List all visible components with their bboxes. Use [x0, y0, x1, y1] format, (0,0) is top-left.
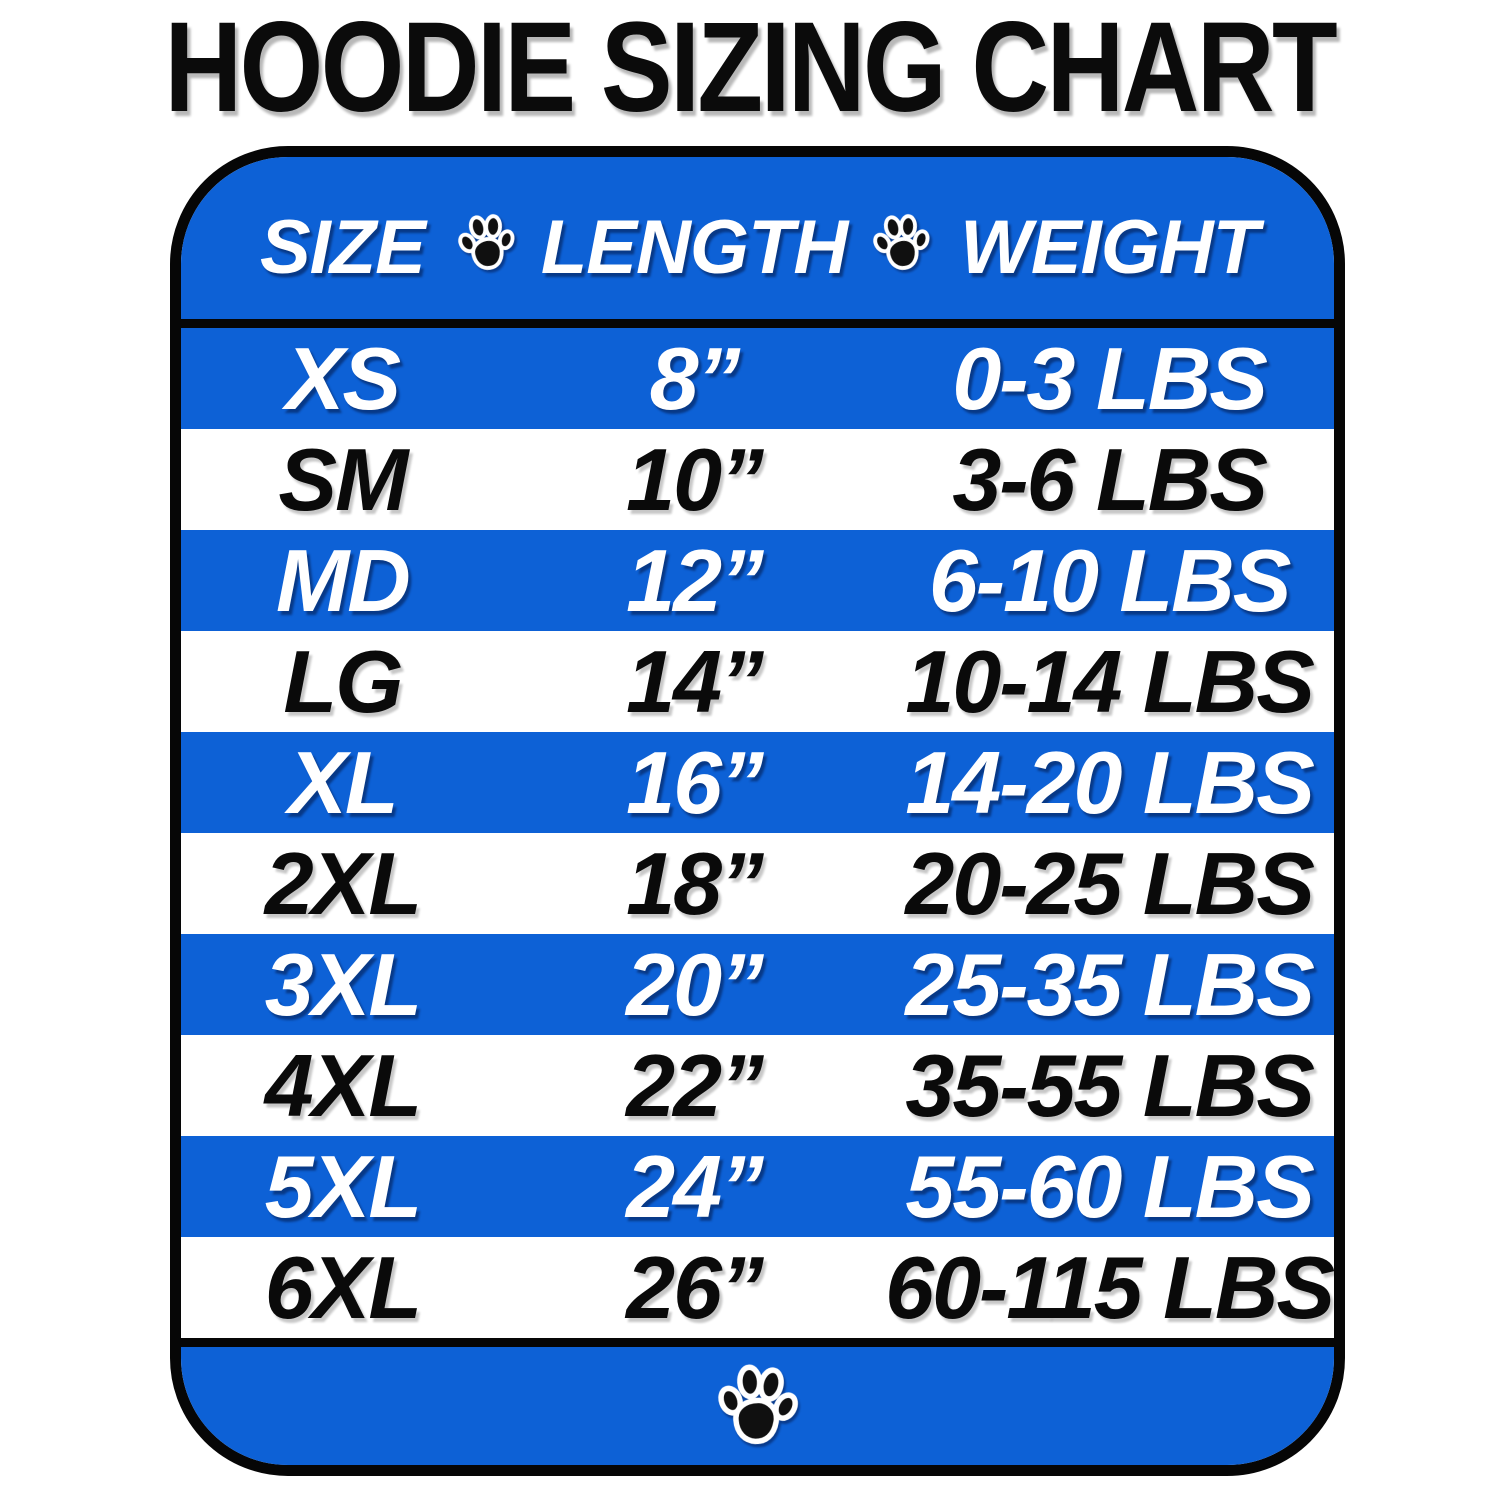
weight-cell: 25-35 LBS [905, 934, 1315, 1034]
weight-cell: 14-20 LBS [905, 732, 1315, 832]
size-cell: LG [283, 631, 403, 731]
size-cell: 5XL [264, 1136, 422, 1236]
header-divider-line [181, 319, 1334, 328]
size-cell: 2XL [264, 833, 422, 933]
table-row: MD 12” 6-10 LBS [181, 530, 1334, 631]
table-row: 4XL 22” 35-55 LBS [181, 1035, 1334, 1136]
length-cell: 10” [626, 429, 764, 529]
column-header-weight: WEIGHT [960, 205, 1259, 290]
weight-cell: 55-60 LBS [905, 1136, 1315, 1236]
page-title: HOODIE SIZING CHART [164, 0, 1338, 139]
length-cell: 8” [649, 328, 741, 428]
length-cell: 24” [626, 1136, 764, 1236]
weight-cell: 3-6 LBS [952, 429, 1268, 529]
table-row: LG 14” 10-14 LBS [181, 631, 1334, 732]
table-row: 5XL 24” 55-60 LBS [181, 1136, 1334, 1237]
column-header-length: LENGTH [540, 205, 848, 290]
size-cell: MD [275, 530, 411, 630]
weight-cell: 10-14 LBS [905, 631, 1315, 731]
size-cell: 3XL [264, 934, 422, 1034]
size-cell: XL [288, 732, 398, 832]
table-header-row: SIZE LENGTH WEIGHT [181, 157, 1334, 319]
table-row: 3XL 20” 25-35 LBS [181, 934, 1334, 1035]
card-footer [181, 1347, 1334, 1465]
table-row: XL 16” 14-20 LBS [181, 732, 1334, 833]
length-cell: 14” [626, 631, 764, 731]
length-cell: 18” [626, 833, 764, 933]
table-row: 6XL 26” 60-115 LBS [181, 1237, 1334, 1338]
weight-cell: 0-3 LBS [952, 328, 1268, 428]
length-cell: 20” [626, 934, 764, 1034]
size-cell: SM [278, 429, 408, 529]
length-cell: 22” [626, 1035, 764, 1135]
paw-print-icon [453, 209, 520, 274]
weight-cell: 6-10 LBS [928, 530, 1292, 630]
size-cell: XS [285, 328, 401, 428]
weight-cell: 60-115 LBS [885, 1237, 1334, 1337]
length-cell: 12” [626, 530, 764, 630]
table-row: SM 10” 3-6 LBS [181, 429, 1334, 530]
size-cell: 6XL [264, 1237, 422, 1337]
weight-cell: 20-25 LBS [905, 833, 1315, 933]
length-cell: 26” [626, 1237, 764, 1337]
page-title-wrap: HOODIE SIZING CHART [0, 4, 1500, 132]
table-row: XS 8” 0-3 LBS [181, 328, 1334, 429]
table-body: XS 8” 0-3 LBS SM 10” 3-6 LBS MD 12” 6-10… [181, 328, 1334, 1338]
length-cell: 16” [626, 732, 764, 832]
size-cell: 4XL [264, 1035, 422, 1135]
footer-divider-line [181, 1338, 1334, 1347]
table-row: 2XL 18” 20-25 LBS [181, 833, 1334, 934]
sizing-card: SIZE LENGTH WEIGHT XS 8” 0-3 LBS SM 10” … [170, 146, 1345, 1476]
paw-print-icon [714, 1361, 800, 1451]
column-header-size: SIZE [259, 205, 426, 290]
weight-cell: 35-55 LBS [905, 1035, 1315, 1135]
paw-print-icon [868, 209, 935, 274]
